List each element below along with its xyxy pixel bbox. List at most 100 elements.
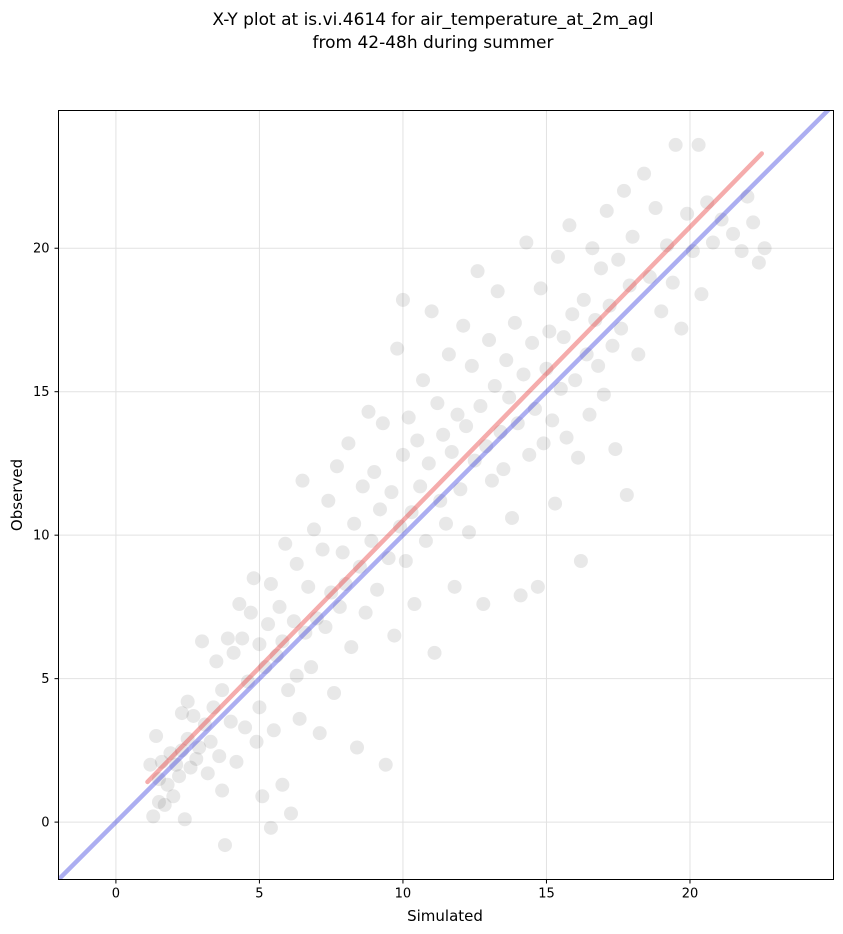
scatter-point <box>421 456 436 471</box>
scatter-point <box>751 255 766 270</box>
scatter-point <box>654 304 669 319</box>
plot-frame <box>58 110 834 880</box>
x-tick-label: 15 <box>538 887 555 902</box>
scatter-point <box>507 315 522 330</box>
scatter-point <box>350 740 365 755</box>
scatter-point <box>648 201 663 216</box>
scatter-point <box>220 631 235 646</box>
scatter-point <box>680 206 695 221</box>
scatter-point <box>430 396 445 411</box>
scatter-point <box>522 447 537 462</box>
y-tick-label: 0 <box>41 816 49 831</box>
scatter-point <box>166 789 181 804</box>
scatter-point <box>143 757 158 772</box>
scatter-point <box>172 769 187 784</box>
scatter-point <box>464 358 479 373</box>
scatter-point <box>694 287 709 302</box>
scatter-point <box>306 522 321 537</box>
scatter-point <box>174 706 189 721</box>
scatter-point <box>527 401 542 416</box>
scatter-point <box>149 729 164 744</box>
scatter-point <box>209 654 224 669</box>
scatter-point <box>169 757 184 772</box>
scatter-point <box>384 485 399 500</box>
scatter-point <box>691 137 706 152</box>
scatter-point <box>146 809 161 824</box>
scatter-point <box>355 479 370 494</box>
scatter-point <box>174 743 189 758</box>
scatter-point <box>315 542 330 557</box>
scatter-point <box>513 588 528 603</box>
scatter-point <box>367 465 382 480</box>
scatter-point <box>324 585 339 600</box>
scatter-point <box>393 519 408 534</box>
scatter-point <box>378 757 393 772</box>
scatter-point <box>505 510 520 525</box>
scatter-point <box>281 683 296 698</box>
scatter-point <box>525 335 540 350</box>
scatter-point <box>490 284 505 299</box>
scatter-point <box>459 419 474 434</box>
scatter-point <box>705 235 720 250</box>
lines-layer <box>58 110 831 880</box>
scatter-point <box>186 708 201 723</box>
scatter-point <box>347 516 362 531</box>
scatter-point <box>559 430 574 445</box>
scatter-point <box>573 553 588 568</box>
scatter-point <box>229 754 244 769</box>
ticks-layer: 0 5 10 15 20 0 5 10 15 20 <box>33 242 698 902</box>
scatter-point <box>582 407 597 422</box>
scatter-point <box>249 734 264 749</box>
scatter-point <box>746 215 761 230</box>
scatter-point <box>329 459 344 474</box>
scatter-point <box>484 473 499 488</box>
scatter-point <box>370 582 385 597</box>
scatter-point <box>585 241 600 256</box>
scatter-point <box>545 413 560 428</box>
scatter-point <box>476 597 491 612</box>
scatter-point <box>473 399 488 414</box>
scatter-point <box>352 559 367 574</box>
scatter-point <box>217 838 232 853</box>
scatter-point <box>295 473 310 488</box>
scatter-point <box>292 711 307 726</box>
scatter-point <box>591 358 606 373</box>
scatter-point <box>151 772 166 787</box>
y-tick-label: 5 <box>41 672 49 687</box>
scatter-point <box>619 488 634 502</box>
scatter-point <box>631 347 646 362</box>
scatter-point <box>548 496 563 511</box>
scatter-point <box>335 545 350 560</box>
scatter-point <box>556 330 571 345</box>
scatter-point <box>571 450 586 465</box>
scatter-point <box>579 347 594 362</box>
scatter-point <box>470 264 485 279</box>
scatter-point <box>278 536 293 551</box>
scatter-point <box>608 442 623 457</box>
scatter-point <box>565 307 580 322</box>
y-tick-label: 10 <box>33 529 50 544</box>
scatter-point <box>309 611 324 626</box>
scatter-point <box>530 579 545 594</box>
scatter-point <box>433 493 448 508</box>
scatter-point <box>226 645 241 660</box>
scatter-point <box>447 579 462 594</box>
scatter-point <box>407 597 422 612</box>
scatter-point <box>372 502 387 517</box>
scatter-point <box>479 439 494 454</box>
scatter-point <box>284 806 298 821</box>
scatter-point <box>252 637 267 652</box>
scatter-point <box>381 551 396 566</box>
scatter-point <box>200 766 215 781</box>
scatter-point <box>614 321 629 336</box>
grid-layer <box>58 110 834 880</box>
scatter-point <box>502 390 517 405</box>
scatter-point <box>685 244 700 259</box>
scatter-point <box>192 740 207 755</box>
scatter-point <box>493 424 508 439</box>
scatter-point <box>482 333 497 348</box>
scatter-point <box>243 605 258 620</box>
scatter-point <box>364 533 379 548</box>
scatter-point <box>588 312 603 327</box>
scatter-point <box>467 453 482 468</box>
